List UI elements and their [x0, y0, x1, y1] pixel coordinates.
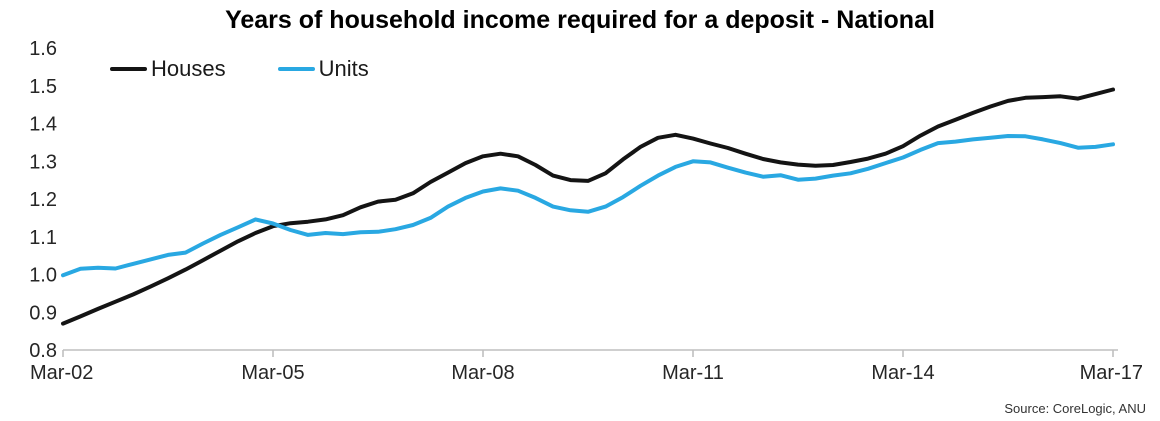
legend-label-units: Units [318, 56, 369, 81]
y-tick-label: 1.3 [29, 151, 57, 173]
legend-label-houses: Houses [151, 56, 226, 81]
x-tick-label: Mar-05 [241, 362, 304, 384]
houses-line [61, 87, 1115, 326]
y-tick-label: 1.1 [29, 227, 57, 249]
legend-item-houses: Houses [110, 56, 226, 82]
y-tick-label: 0.8 [29, 340, 57, 362]
legend-item-units: Units [277, 56, 369, 82]
x-tick-label: Mar-14 [871, 362, 934, 384]
y-tick-label: 1.4 [29, 114, 57, 136]
units-line [61, 134, 1115, 278]
houses-line-swatch-icon [110, 67, 147, 71]
chart-title: Years of household income required for a… [225, 6, 935, 34]
units-line-swatch-icon [277, 67, 315, 71]
x-tick-label: Mar-11 [662, 362, 724, 384]
y-tick-label: 0.9 [29, 302, 57, 324]
x-tick-label: Mar-02 [30, 362, 93, 384]
y-tick-label: 1.2 [29, 189, 57, 211]
x-tick-label: Mar-17 [1080, 362, 1143, 384]
source-note: Source: CoreLogic, ANU [1004, 401, 1146, 416]
y-tick-label: 1.6 [29, 38, 57, 60]
legend: Houses Units [110, 56, 369, 82]
x-tick-label: Mar-08 [451, 362, 514, 384]
y-tick-label: 1.5 [29, 76, 57, 98]
y-tick-label: 1.0 [29, 265, 57, 287]
